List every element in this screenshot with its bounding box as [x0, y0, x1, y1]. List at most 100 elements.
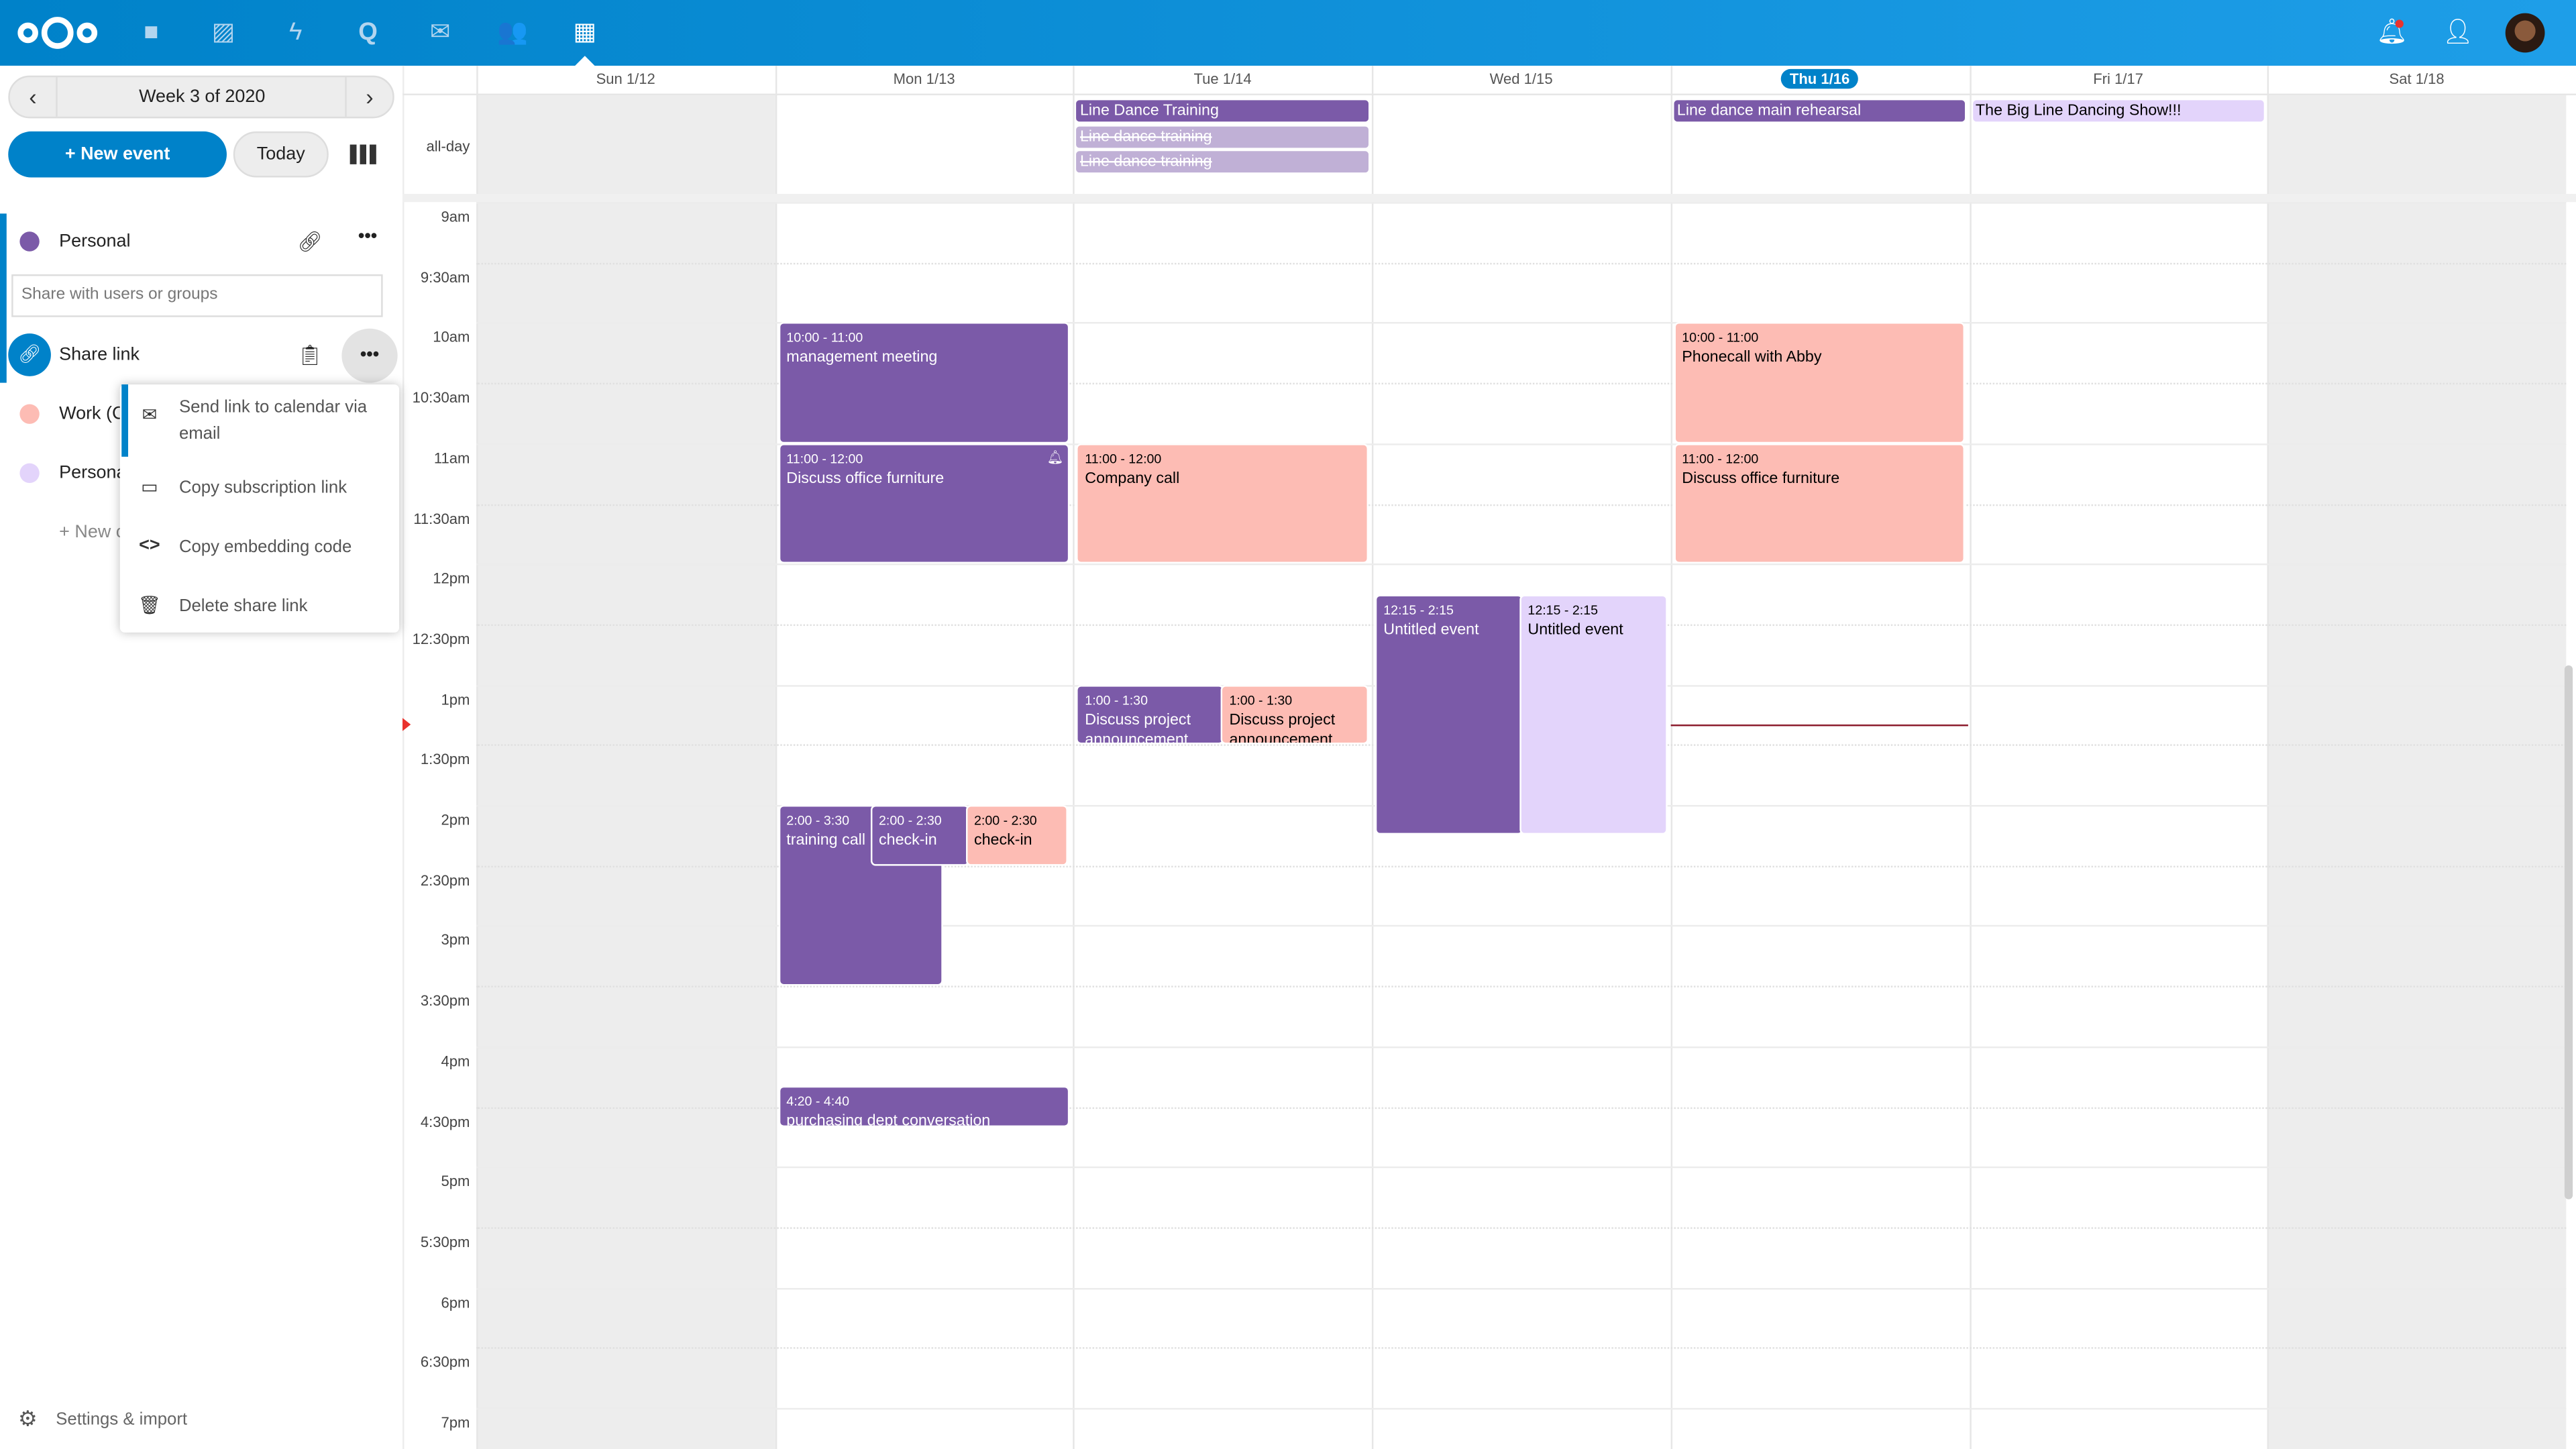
- share-link-menu: ✉ Send link to calendar via email ▭ Copy…: [119, 384, 400, 633]
- view-switcher-icon[interactable]: [350, 144, 376, 164]
- grid-line: [476, 985, 2567, 989]
- allday-event[interactable]: Line Dance Training: [1077, 100, 1369, 122]
- allday-event[interactable]: Line dance training: [1077, 151, 1369, 173]
- share-link-icon[interactable]: 🔗︎: [297, 229, 323, 254]
- grid-line: [476, 925, 2567, 928]
- settings-import-button[interactable]: Settings & import: [56, 1409, 188, 1430]
- event[interactable]: 2:00 - 3:30 training call: [778, 805, 943, 986]
- day-header[interactable]: Sun 1/12: [476, 70, 775, 87]
- calendar-color-dot[interactable]: [19, 231, 40, 252]
- event[interactable]: 10:00 - 11:00 management meeting: [778, 322, 1071, 443]
- calendar-name[interactable]: Personal: [59, 231, 131, 252]
- grid-line: [476, 1407, 2567, 1410]
- time-label: 12:30pm: [412, 631, 470, 647]
- previous-week-button[interactable]: ‹: [10, 77, 58, 117]
- day-divider: [1670, 65, 1672, 1449]
- activity-icon[interactable]: ϟ: [289, 17, 303, 46]
- talk-icon[interactable]: Q: [358, 17, 378, 46]
- mail-icon[interactable]: ✉: [429, 17, 451, 46]
- notification-dot: [2395, 19, 2404, 28]
- day-label[interactable]: Thu 1/16: [1781, 68, 1858, 89]
- time-label: 1:30pm: [420, 751, 470, 768]
- day-header[interactable]: Sat 1/18: [2267, 70, 2566, 87]
- calendar-color-dot[interactable]: [19, 463, 40, 484]
- new-event-button[interactable]: + New event: [8, 131, 227, 178]
- day-label[interactable]: Mon 1/13: [893, 70, 955, 87]
- files-icon[interactable]: ■: [144, 17, 159, 46]
- calendar-color-dot[interactable]: [19, 404, 40, 424]
- notifications-icon[interactable]: 🔔︎: [2376, 17, 2408, 46]
- grid-line: [476, 1046, 2567, 1048]
- active-calendar-bar: [0, 213, 7, 383]
- day-label[interactable]: Sat 1/18: [2389, 70, 2445, 87]
- time-label: 2pm: [441, 811, 470, 828]
- day-label[interactable]: Wed 1/15: [1489, 70, 1553, 87]
- mail-icon: ✉: [142, 405, 158, 426]
- more-options-icon[interactable]: •••: [358, 226, 378, 247]
- share-link-menu-button[interactable]: •••: [341, 328, 398, 383]
- menu-item-delete-link[interactable]: Delete share link: [178, 596, 308, 616]
- event[interactable]: 10:00 - 11:00 Phonecall with Abby: [1674, 322, 1966, 443]
- event[interactable]: 11:00 - 12:00 Discuss office furniture 🔔︎: [778, 443, 1071, 564]
- allday-event[interactable]: The Big Line Dancing Show!!!: [1972, 100, 2265, 122]
- event[interactable]: 11:00 - 12:00 Discuss office furniture: [1674, 443, 1966, 564]
- contacts-icon[interactable]: 👥: [497, 17, 528, 46]
- avatar[interactable]: [2505, 13, 2545, 53]
- day-header[interactable]: Mon 1/13: [775, 70, 1073, 87]
- time-label: 11:30am: [413, 510, 470, 527]
- grid-line: [476, 1227, 2567, 1230]
- day-divider: [1372, 65, 1374, 1449]
- day-label[interactable]: Sun 1/12: [596, 70, 655, 87]
- event[interactable]: 12:15 - 2:15 Untitled event: [1519, 594, 1668, 835]
- current-time-line: [1670, 724, 1970, 727]
- grid-line: [476, 503, 2567, 507]
- time-label: 4pm: [441, 1053, 470, 1069]
- photos-icon[interactable]: ▨: [211, 17, 235, 46]
- day-header[interactable]: Fri 1/17: [1969, 70, 2267, 87]
- menu-item-send-email[interactable]: Send link to calendar via email: [178, 397, 368, 444]
- menu-item-copy-embed[interactable]: Copy embedding code: [178, 537, 352, 557]
- calendar-name[interactable]: Persona: [59, 463, 127, 484]
- event[interactable]: 4:20 - 4:40 purchasing dept conversation: [778, 1086, 1071, 1127]
- week-navigator: ‹ Week 3 of 2020 ›: [8, 75, 394, 119]
- event[interactable]: 2:00 - 2:30 check-in: [870, 805, 969, 865]
- day-header[interactable]: Tue 1/14: [1073, 70, 1372, 87]
- copy-link-icon[interactable]: 📋︎: [297, 343, 323, 367]
- day-label[interactable]: Fri 1/17: [2093, 70, 2143, 87]
- event[interactable]: 2:00 - 2:30 check-in: [965, 805, 1067, 865]
- grid-line: [476, 382, 2567, 386]
- event-time: 11:00 - 12:00: [1085, 451, 1162, 467]
- new-calendar-button[interactable]: + New c: [59, 522, 125, 543]
- event[interactable]: 11:00 - 12:00 Company call: [1077, 443, 1369, 564]
- day-divider: [1073, 65, 1075, 1449]
- calendar-name[interactable]: Work (C: [59, 404, 125, 424]
- calendar-icon[interactable]: ▦: [573, 17, 597, 46]
- week-label[interactable]: Week 3 of 2020: [139, 87, 266, 107]
- time-label: 9am: [441, 209, 470, 225]
- menu-item-copy-subscription[interactable]: Copy subscription link: [178, 478, 347, 498]
- bell-icon: 🔔︎: [1046, 449, 1064, 465]
- calendar-grid: Sun 1/12 Mon 1/13 Tue 1/14 Wed 1/15 Thu 1/16…: [402, 65, 2576, 1449]
- week-view: Sun 1/12 Mon 1/13 Tue 1/14 Wed 1/15 Thu 1/16…: [402, 65, 2576, 1449]
- nextcloud-logo[interactable]: [16, 15, 98, 51]
- scrollbar[interactable]: [2564, 665, 2573, 1199]
- day-header[interactable]: Wed 1/15: [1372, 70, 1670, 87]
- time-label: 5pm: [441, 1173, 470, 1190]
- allday-event[interactable]: Line dance main rehearsal: [1674, 100, 1966, 122]
- contacts-menu-icon[interactable]: 👤︎: [2442, 17, 2474, 46]
- next-week-button[interactable]: ›: [345, 77, 392, 117]
- trash-icon: 🗑︎: [138, 596, 161, 616]
- grid-line: [476, 865, 2567, 869]
- share-input[interactable]: Share with users or groups: [11, 274, 383, 317]
- event[interactable]: 1:00 - 1:30 Discuss project announcement: [1221, 684, 1369, 745]
- allday-event[interactable]: Line dance training: [1077, 125, 1369, 148]
- settings-icon[interactable]: ⚙: [17, 1406, 38, 1432]
- today-button[interactable]: Today: [233, 131, 329, 178]
- event[interactable]: 12:15 - 2:15 Untitled event: [1375, 594, 1523, 835]
- event[interactable]: 1:00 - 1:30 Discuss project announcement: [1077, 684, 1225, 745]
- day-header[interactable]: Thu 1/16: [1670, 68, 1969, 89]
- event-title: Discuss office furniture: [1682, 469, 1840, 488]
- day-label[interactable]: Tue 1/14: [1193, 70, 1252, 87]
- event-title: purchasing dept conversation: [786, 1112, 991, 1127]
